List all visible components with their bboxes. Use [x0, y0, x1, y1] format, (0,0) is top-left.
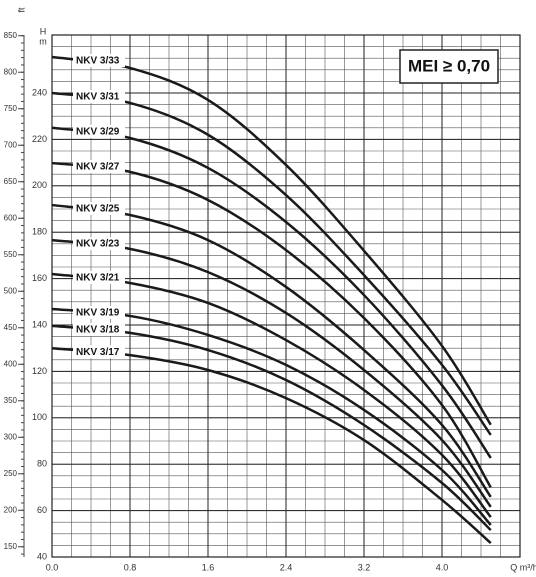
- y-tick-label: 200: [32, 180, 47, 190]
- y2-tick-label: 450: [4, 323, 18, 332]
- annotation-box: [399, 49, 499, 84]
- y2-tick-label: 200: [4, 505, 18, 514]
- curve: [51, 238, 492, 508]
- y-tick-label: 40: [37, 551, 47, 561]
- curve: [51, 126, 492, 459]
- x-tick-label: 0.0: [46, 562, 59, 572]
- legend-label: NKV 3/18: [76, 325, 120, 336]
- legend-label: NKV 3/19: [76, 308, 120, 319]
- legend-bg: [73, 345, 125, 359]
- y2-tick-label: 400: [4, 359, 18, 368]
- y-tick-label: 120: [32, 366, 47, 376]
- legend-label: NKV 3/23: [76, 239, 120, 250]
- y-axis-unit: m: [39, 36, 47, 46]
- y2-tick-label: 550: [4, 250, 18, 259]
- curve: [51, 91, 492, 436]
- annotation: MEI ≥ 0,70: [408, 56, 490, 75]
- legend-bg: [73, 160, 125, 174]
- y2-tick-label: 750: [4, 104, 18, 113]
- curves: NKV 3/33 NKV 3/31 NKV 3/29 NKV 3/27 NKV 3/25…: [51, 54, 492, 545]
- legend-label: NKV 3/31: [76, 92, 120, 103]
- y2-tick-label: 850: [4, 31, 18, 40]
- legend-bg: [73, 270, 125, 284]
- y-tick-label: 180: [32, 227, 47, 237]
- legend-bg: [73, 124, 125, 138]
- y-tick-label: 80: [37, 459, 47, 469]
- x-tick-label: 0.8: [124, 562, 137, 572]
- x-tick-label: 4.0: [436, 562, 449, 572]
- y2-tick-label: 300: [4, 432, 18, 441]
- x-tick-label: 2.4: [280, 562, 293, 572]
- legend-label: NKV 3/25: [76, 204, 120, 215]
- legend-bg: [73, 237, 125, 251]
- legend-label: NKV 3/17: [76, 347, 120, 358]
- y-tick-label: 60: [37, 505, 47, 515]
- y2-tick-label: 800: [4, 67, 18, 76]
- y-axis-label: H: [40, 26, 47, 36]
- y2-axis-label: ft: [16, 7, 26, 13]
- curve: [51, 55, 492, 426]
- legend-bg: [73, 322, 125, 336]
- legend-bg: [73, 54, 125, 68]
- x-tick-label: 1.6: [202, 562, 215, 572]
- legend-bg: [73, 305, 125, 319]
- y2-tick-label: 150: [4, 542, 18, 551]
- y2-tick-label: 650: [4, 177, 18, 186]
- y2-tick-label: 700: [4, 140, 18, 149]
- legend-label: NKV 3/33: [76, 56, 120, 67]
- legend-label: NKV 3/29: [76, 126, 120, 137]
- curve: [51, 203, 492, 498]
- y2-tick-label: 500: [4, 286, 18, 295]
- curve: [51, 346, 492, 545]
- legend-bg: [73, 202, 125, 216]
- y-tick-label: 240: [32, 87, 47, 97]
- x-tick-label: 3.2: [358, 562, 371, 572]
- x-axis-label: Q m³/h: [510, 562, 536, 572]
- legend-label: NKV 3/21: [76, 273, 120, 284]
- y-tick-label: 160: [32, 273, 47, 283]
- y-tick-label: 220: [32, 134, 47, 144]
- y2-tick-label: 250: [4, 469, 18, 478]
- curve: [51, 161, 492, 489]
- y2-tick-label: 600: [4, 213, 18, 222]
- y-tick-label: 140: [32, 319, 47, 329]
- legend-label: NKV 3/27: [76, 162, 120, 173]
- curve: [51, 307, 492, 526]
- y-tick-label: 100: [32, 412, 47, 422]
- y2-tick-label: 350: [4, 396, 18, 405]
- curve: [51, 272, 492, 518]
- legend-bg: [73, 90, 125, 103]
- curve: [51, 324, 492, 531]
